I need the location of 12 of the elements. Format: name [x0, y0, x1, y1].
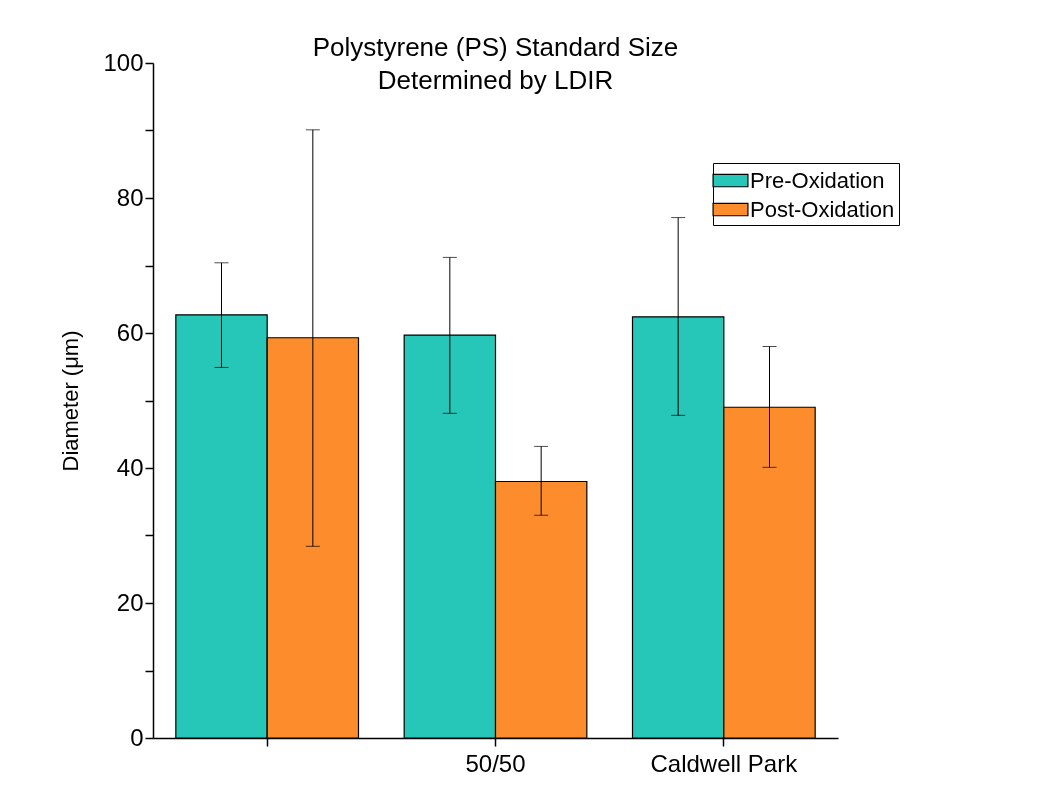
y-tick-label: 20 [116, 588, 144, 616]
x-tick-label: Caldwell Park [650, 749, 799, 777]
y-tick-label: 60 [116, 318, 144, 346]
y-axis-title: Diameter (μm) [58, 330, 84, 472]
x-tick-label: 50/50 [465, 749, 526, 777]
y-tick-label: 100 [103, 48, 144, 76]
legend-label: Post-Oxidation [750, 196, 895, 222]
y-tick-label: 40 [116, 453, 144, 481]
y-tick-label: 80 [116, 183, 144, 211]
y-tick-label: 0 [130, 723, 144, 751]
chart-title: Polystyrene (PS) Standard Size Determined by LDIR [312, 32, 679, 95]
legend-label: Pre-Oxidation [750, 167, 885, 193]
